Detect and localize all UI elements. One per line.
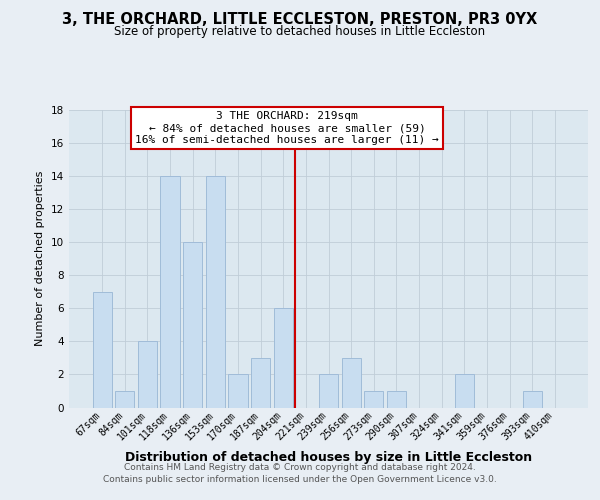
Bar: [206, 176, 225, 408]
Bar: [387, 391, 406, 407]
Bar: [523, 391, 542, 407]
Bar: [274, 308, 293, 408]
Bar: [160, 176, 180, 408]
Bar: [319, 374, 338, 408]
Bar: [229, 374, 248, 408]
Text: Contains HM Land Registry data © Crown copyright and database right 2024.: Contains HM Land Registry data © Crown c…: [124, 462, 476, 471]
Bar: [341, 358, 361, 408]
Y-axis label: Number of detached properties: Number of detached properties: [35, 171, 46, 346]
Bar: [138, 342, 157, 407]
Text: 3 THE ORCHARD: 219sqm
← 84% of detached houses are smaller (59)
16% of semi-deta: 3 THE ORCHARD: 219sqm ← 84% of detached …: [135, 112, 439, 144]
Text: Contains public sector information licensed under the Open Government Licence v3: Contains public sector information licen…: [103, 475, 497, 484]
Bar: [115, 391, 134, 407]
Bar: [364, 391, 383, 407]
Bar: [251, 358, 270, 408]
Bar: [92, 292, 112, 408]
Bar: [183, 242, 202, 408]
Text: 3, THE ORCHARD, LITTLE ECCLESTON, PRESTON, PR3 0YX: 3, THE ORCHARD, LITTLE ECCLESTON, PRESTO…: [62, 12, 538, 28]
Text: Size of property relative to detached houses in Little Eccleston: Size of property relative to detached ho…: [115, 25, 485, 38]
X-axis label: Distribution of detached houses by size in Little Eccleston: Distribution of detached houses by size …: [125, 450, 532, 464]
Bar: [455, 374, 474, 408]
